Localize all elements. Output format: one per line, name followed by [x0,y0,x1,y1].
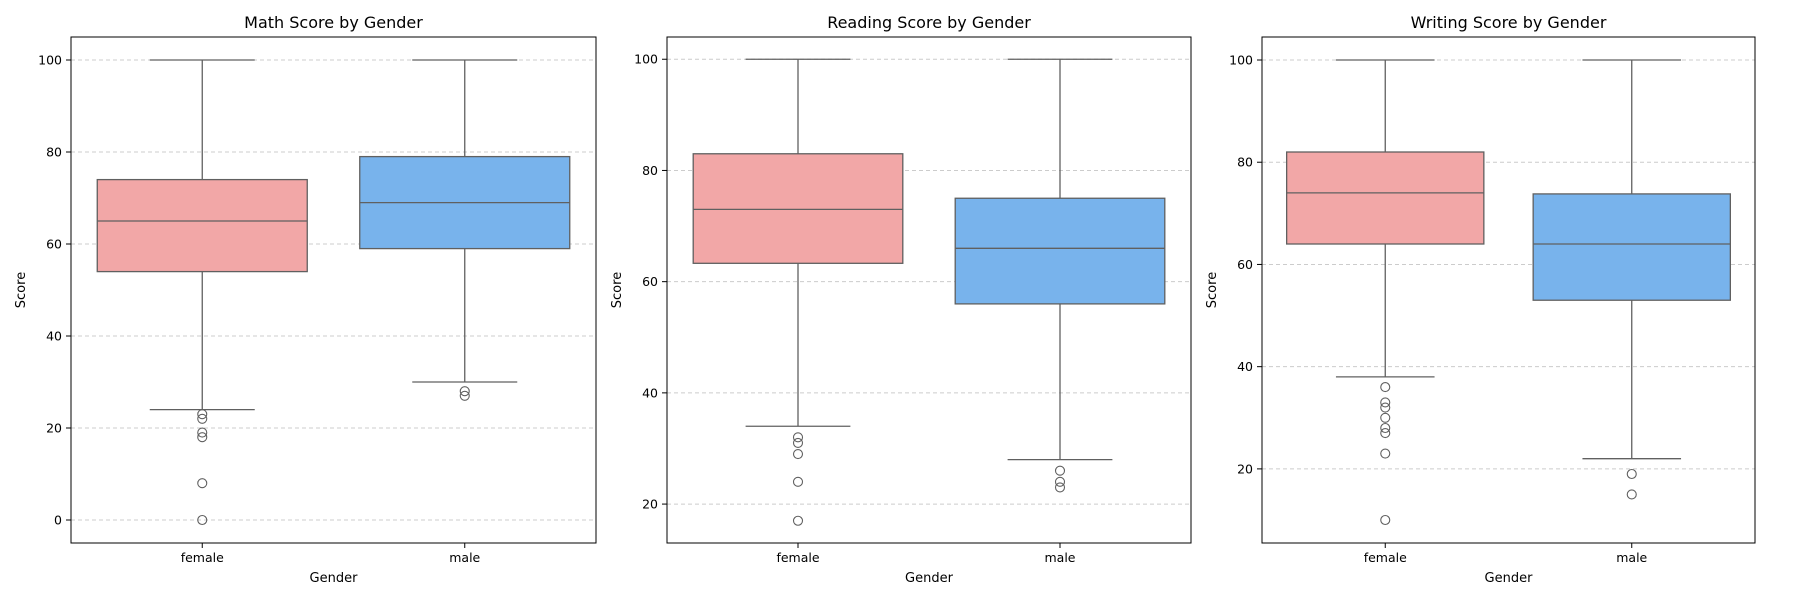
outlier-point [197,432,208,443]
box-female [692,58,904,526]
outlier-point [1380,412,1391,423]
y-axis-label: Score [14,272,29,308]
outlier-point [1380,402,1391,413]
x-tick-label: female [776,550,819,565]
outlier-point [792,437,804,448]
outlier-point [197,478,208,489]
box-iqr [1286,151,1485,245]
axes-frame [1261,36,1756,544]
box-male [954,58,1166,493]
outlier-point [792,476,804,487]
box-iqr [1532,193,1732,301]
outlier-point [1054,482,1066,493]
box-iqr [692,153,904,264]
axes-frame [70,36,597,544]
x-axis-label: Gender [310,571,359,586]
outlier-point [1054,465,1066,476]
box-male [1532,59,1732,500]
outlier-point [197,427,208,438]
outlier-point [459,390,470,401]
x-tick-label: male [1616,550,1647,565]
x-axis-label: Gender [905,571,954,586]
axes-frame [666,36,1192,544]
outlier-point [1626,489,1637,500]
x-tick-label: male [1045,550,1076,565]
y-tick-label: 40 [642,385,658,400]
outlier-point [197,413,208,424]
y-tick-label: 0 [54,513,62,528]
outlier-point [1626,468,1637,480]
x-axis-label: Gender [1485,571,1534,586]
y-axis-label: Score [610,272,625,308]
y-tick-label: 20 [1237,461,1253,476]
y-tick-label: 60 [642,274,658,289]
chart-title: Math Score by Gender [244,13,423,32]
y-tick-label: 40 [1237,359,1253,374]
x-tick-label: female [1364,550,1407,565]
outlier-point [1380,514,1391,526]
box-male [359,59,571,401]
outlier-point [1380,382,1391,393]
outlier-point [1380,422,1391,434]
outlier-point [1380,428,1391,439]
outlier-point [1380,397,1391,408]
y-tick-label: 80 [46,145,62,160]
chart-title: Writing Score by Gender [1411,13,1607,32]
outlier-point [792,432,804,443]
chart-panel-2: 20 40 60 80 100 female male Reading Score by Ge… [610,13,1192,586]
box-iqr [96,178,308,273]
chart-panel-3: 20 40 60 80 100 female male Writing Score by Ge… [1205,13,1756,586]
y-tick-label: 80 [642,163,658,178]
y-tick-label: 60 [46,237,62,252]
chart-title: Reading Score by Gender [827,13,1031,32]
outlier-point [1054,476,1066,487]
box-iqr [954,197,1166,305]
chart-panel-1: 0 20 40 60 80 100 female male Math Score by Gend… [14,13,597,586]
box-female [96,59,308,526]
y-tick-label: 20 [46,421,62,436]
y-tick-label: 100 [634,52,658,67]
outlier-point [792,448,804,460]
y-tick-label: 40 [46,329,62,344]
y-axis-label: Score [1205,272,1220,308]
x-tick-label: male [449,550,480,565]
outlier-point [197,514,208,526]
box-female [1286,59,1485,526]
x-tick-label: female [181,550,224,565]
outlier-point [792,515,804,526]
outlier-point [459,386,470,397]
y-tick-label: 100 [38,53,62,68]
y-tick-label: 80 [1237,155,1253,170]
y-tick-label: 100 [1229,53,1253,68]
outlier-point [197,409,208,420]
y-tick-label: 20 [642,497,658,512]
outlier-point [1380,448,1391,459]
y-tick-label: 60 [1237,257,1253,272]
